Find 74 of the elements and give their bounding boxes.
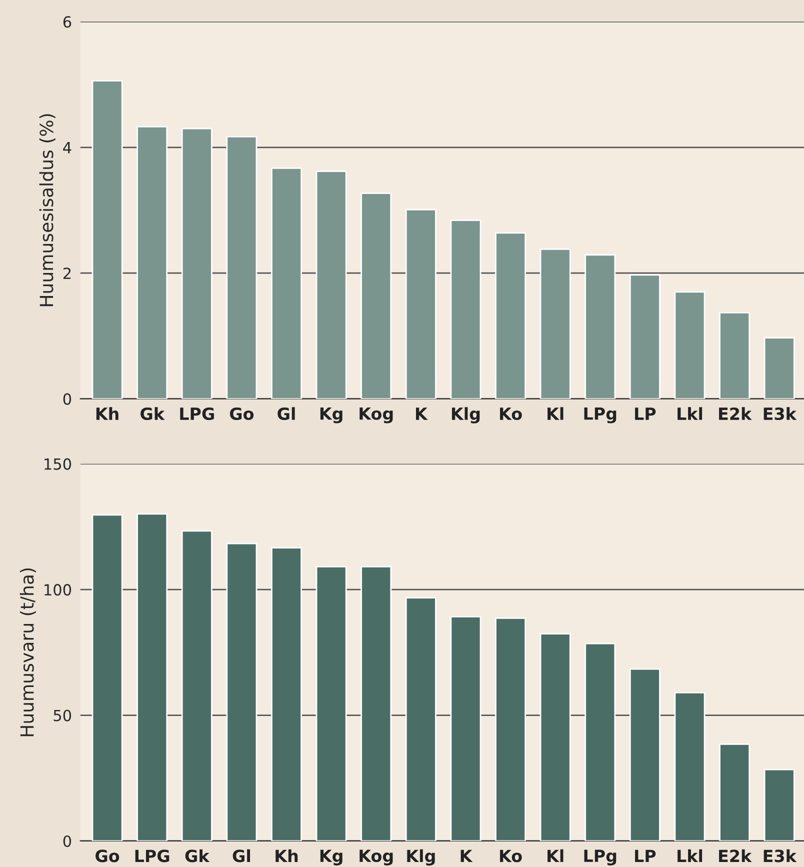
x-tick-label: Gk bbox=[140, 407, 165, 420]
y-axis-title: Huumusvaru (t/ha) bbox=[20, 568, 36, 736]
y-tick-label: 0 bbox=[63, 393, 72, 405]
x-tick-label: LPg bbox=[584, 408, 616, 424]
y-tick-label: 4 bbox=[63, 142, 72, 154]
bar bbox=[181, 530, 212, 841]
x-tick-label: Kl bbox=[548, 407, 564, 420]
x-tick-label: Klg bbox=[452, 407, 480, 424]
bar bbox=[719, 743, 750, 841]
bar bbox=[271, 167, 302, 399]
x-tick-label: LPg bbox=[584, 850, 616, 866]
y-tick-label: 0 bbox=[63, 835, 72, 848]
x-tick-label: LP bbox=[635, 850, 656, 862]
bar bbox=[584, 642, 616, 841]
bar bbox=[764, 768, 795, 841]
bar bbox=[719, 312, 750, 399]
x-tick-label: E3k bbox=[764, 407, 797, 420]
bar bbox=[316, 170, 347, 399]
y-tick-label: 100 bbox=[44, 584, 72, 596]
bar bbox=[92, 80, 123, 399]
x-tick-label: Gl bbox=[232, 849, 250, 862]
x-tick-label: Lkl bbox=[678, 849, 702, 862]
x-tick-label: Klg bbox=[407, 849, 435, 866]
x-tick-label: Kl bbox=[548, 849, 564, 862]
x-tick-label: Ko bbox=[500, 850, 522, 862]
x-tick-label: Gl bbox=[278, 407, 295, 420]
x-tick-label: LPG bbox=[180, 407, 214, 420]
x-tick-label: Kh bbox=[96, 407, 118, 420]
x-tick-label: Lkl bbox=[678, 407, 702, 420]
x-tick-label: Kg bbox=[320, 408, 342, 424]
x-tick-label: Gk bbox=[185, 849, 210, 862]
bar bbox=[92, 514, 123, 841]
bar bbox=[495, 232, 526, 399]
bar bbox=[181, 128, 212, 399]
bar bbox=[764, 337, 795, 399]
bar bbox=[360, 566, 392, 841]
bar bbox=[226, 542, 258, 841]
x-tick-label: LPG bbox=[135, 850, 170, 862]
bar bbox=[405, 208, 436, 399]
x-tick-label: E2k bbox=[719, 407, 752, 420]
bar bbox=[629, 274, 660, 399]
bar bbox=[584, 254, 616, 399]
bar bbox=[674, 692, 706, 841]
x-tick-label: E2k bbox=[719, 849, 752, 862]
bar bbox=[360, 192, 392, 399]
bar bbox=[316, 566, 347, 841]
bar bbox=[450, 616, 482, 841]
y-axis-title: Huumusesisaldus (%) bbox=[39, 114, 56, 306]
bar bbox=[136, 126, 168, 399]
bar bbox=[629, 668, 660, 841]
x-tick-label: Kh bbox=[276, 849, 298, 862]
x-tick-label: Go bbox=[96, 850, 120, 862]
bar bbox=[674, 291, 706, 399]
bar bbox=[271, 547, 302, 841]
x-tick-label: Kog bbox=[360, 850, 393, 866]
y-tick-label: 50 bbox=[54, 710, 72, 722]
x-tick-label: Go bbox=[230, 407, 254, 420]
bar bbox=[405, 597, 436, 841]
x-tick-label: Ko bbox=[500, 408, 522, 420]
bar bbox=[540, 248, 571, 399]
bar bbox=[495, 618, 526, 841]
x-tick-label: Kog bbox=[360, 408, 393, 424]
bar bbox=[450, 220, 482, 399]
x-tick-label: E3k bbox=[764, 849, 797, 862]
y-tick-label: 2 bbox=[63, 268, 71, 279]
bar bbox=[540, 633, 571, 841]
y-tick-label: 6 bbox=[63, 16, 72, 28]
y-tick-label: 150 bbox=[44, 458, 72, 470]
x-tick-label: Kg bbox=[320, 850, 342, 866]
x-tick-label: K bbox=[460, 850, 473, 862]
x-tick-label: LP bbox=[635, 408, 656, 420]
bar bbox=[226, 136, 258, 399]
x-tick-label: K bbox=[416, 408, 428, 420]
bar bbox=[136, 513, 168, 841]
